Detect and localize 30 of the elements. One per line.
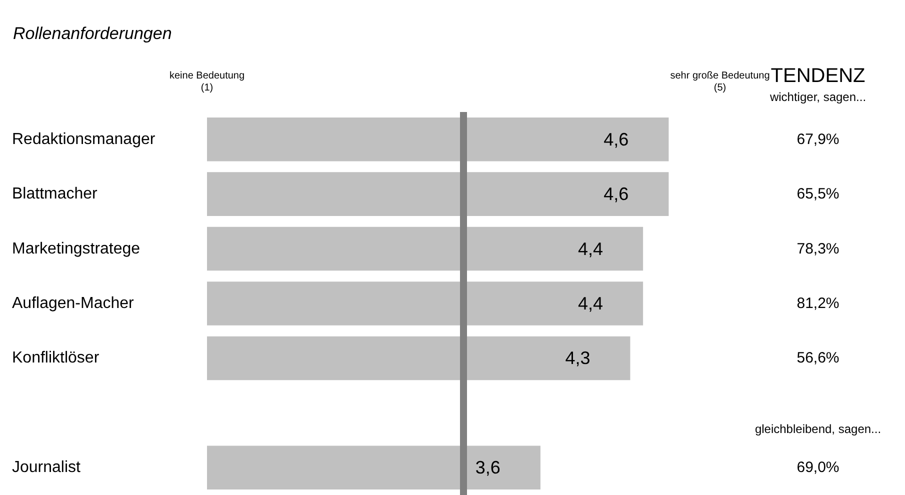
text: TENDENZ [770, 65, 866, 87]
bar [207, 446, 540, 490]
y-tick-label: Marketingstratege [12, 240, 140, 258]
bar [207, 226, 644, 271]
y-tick-label: Journalist [12, 459, 82, 476]
data-label: 4,6 [604, 129, 629, 150]
bar [207, 172, 669, 216]
y-tick-label: Blattmacher [12, 186, 98, 203]
text: 81,2% [796, 295, 840, 312]
data-label: 4,4 [578, 294, 604, 314]
y-tick-label: Auflagen-Macher [12, 295, 135, 312]
data-label: 4,6 [604, 184, 629, 204]
y-tick-label: Konfliktlöser [12, 350, 100, 367]
data-label: 4,3 [565, 348, 590, 368]
data-label: 3,6 [475, 458, 500, 478]
text: 78,3% [796, 240, 840, 258]
bar [207, 336, 630, 380]
text: 69,0% [796, 459, 840, 476]
data-label: 4,4 [578, 238, 604, 259]
chart-title: Rollenanforderungen [13, 24, 172, 43]
bar [207, 117, 669, 162]
text: gleichbleibend, sagen... [754, 422, 882, 436]
text: wichtiger, sagen... [768, 90, 866, 104]
text: 56,6% [796, 350, 840, 367]
x-tick-label: keine Bedeutung (1) [169, 70, 245, 94]
bar [207, 282, 644, 326]
text: 67,9% [796, 130, 840, 148]
y-tick-label: Redaktionsmanager [12, 130, 156, 148]
x-tick-label: sehr große Bedeutung (5) [670, 70, 770, 94]
text: 65,5% [796, 186, 840, 203]
